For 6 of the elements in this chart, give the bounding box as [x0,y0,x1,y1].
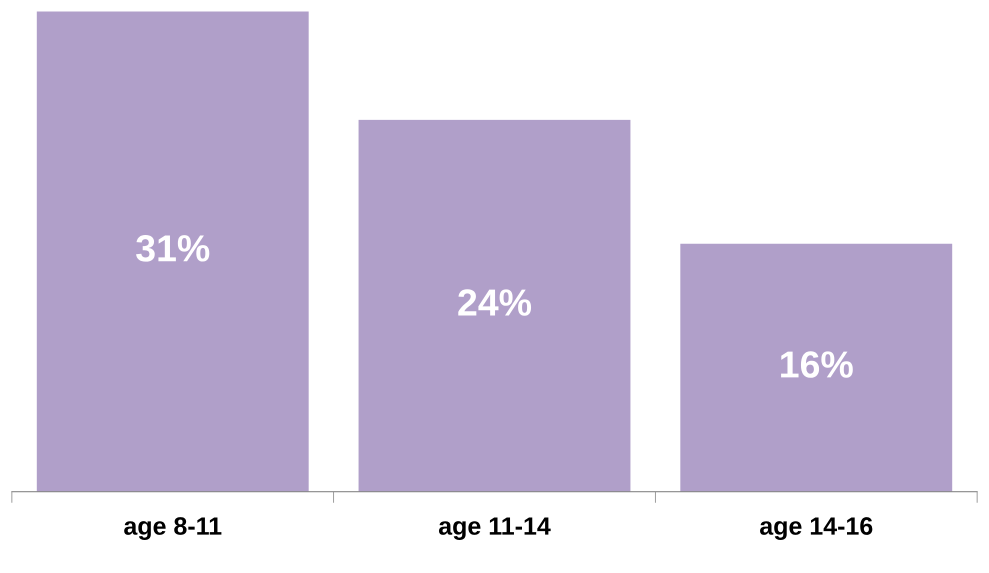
x-tick-label: age 11-14 [438,517,551,540]
data-label: 24% [458,289,532,316]
x-tick-label: age 8-11 [124,517,222,540]
x-tick-label: age 14-16 [760,517,872,540]
data-label: 31% [136,235,210,262]
data-label: 16% [781,351,853,378]
